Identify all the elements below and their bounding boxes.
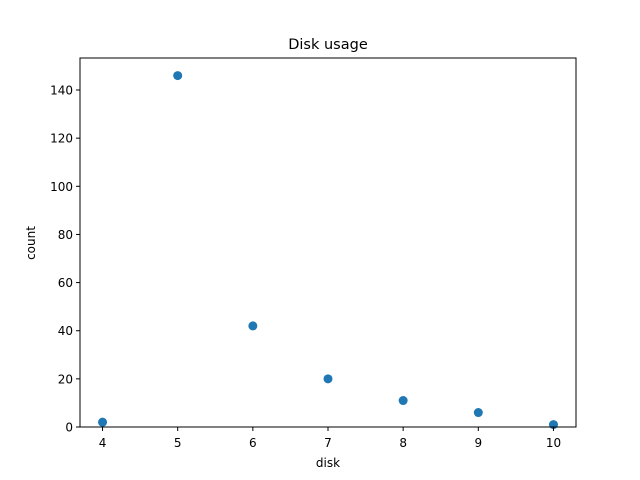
data-point [323,374,333,384]
y-tick-label: 40 [58,324,73,338]
chart-title: Disk usage [288,37,368,53]
x-axis: 4 5 6 7 8 9 10 [99,427,561,450]
x-tick-label: 5 [174,436,182,450]
x-tick-label: 10 [546,436,561,450]
data-point [173,71,183,81]
y-axis: 0 20 40 60 80 100 120 140 [50,84,80,435]
y-tick-label: 80 [58,228,73,242]
x-tick-label: 9 [474,436,482,450]
x-tick-label: 8 [399,436,407,450]
x-tick-label: 7 [324,436,332,450]
y-tick-label: 0 [65,421,73,435]
y-axis-label: count [24,226,38,260]
x-axis-label: disk [316,456,340,470]
y-tick-label: 140 [50,84,73,98]
data-point [473,408,483,418]
y-tick-label: 20 [58,372,73,386]
x-tick-label: 6 [249,436,257,450]
y-tick-label: 100 [50,180,73,194]
y-tick-label: 60 [58,276,73,290]
y-tick-label: 120 [50,132,73,146]
data-point [398,396,408,406]
data-point [248,321,258,331]
data-point [98,417,108,427]
x-tick-label: 4 [99,436,107,450]
